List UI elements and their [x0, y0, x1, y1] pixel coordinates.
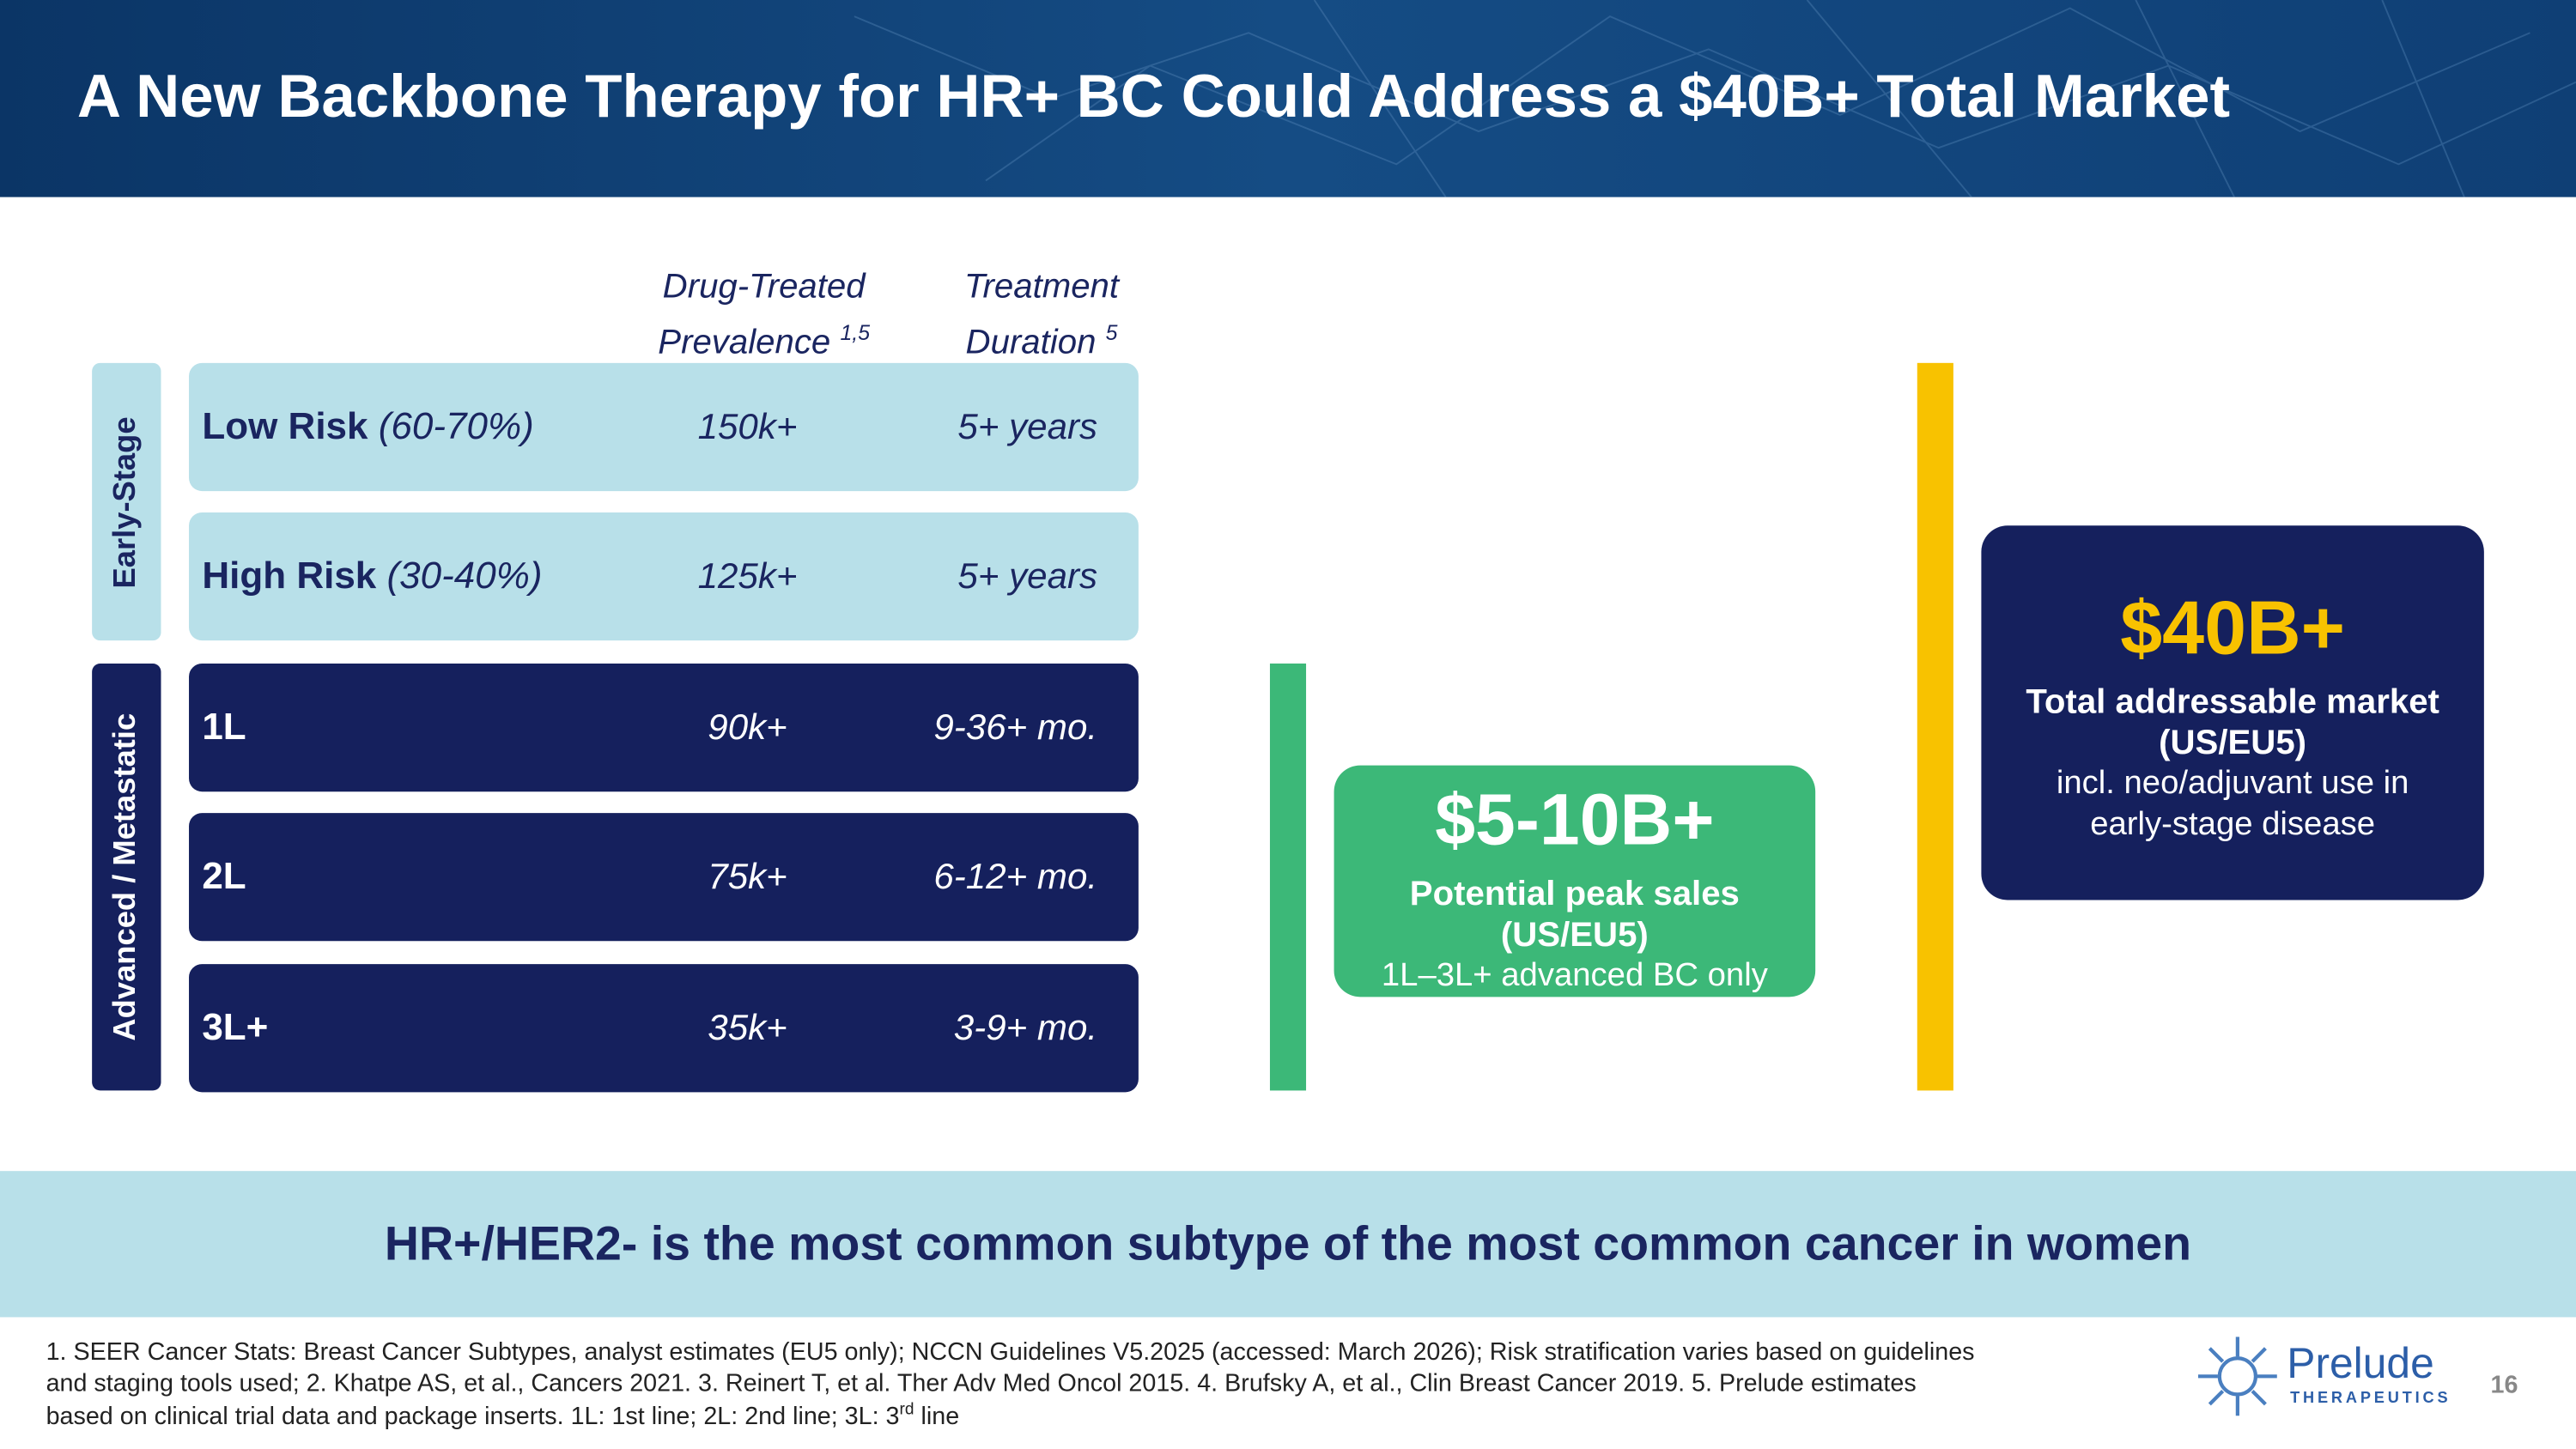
row-label: 3L+ [202, 1005, 268, 1050]
table-row: Low Risk (60-70%) 150k+ 5+ years [189, 362, 1139, 492]
row-label: 1L [202, 705, 246, 749]
duration: 5+ years [957, 555, 1098, 597]
column-header-line: Treatment [963, 267, 1120, 306]
superscript: 1,5 [840, 320, 871, 345]
callout-line: (US/EU5) [2159, 724, 2307, 762]
callout-value: $40B+ [2120, 585, 2346, 670]
callout-notes: incl. neo/adjuvant use in early-stage dis… [1981, 764, 2483, 846]
prevalence: 75k+ [708, 855, 787, 897]
footnote-text: line [914, 1402, 960, 1431]
duration: 5+ years [957, 405, 1098, 447]
group-label: Advanced / Metastatic [108, 712, 143, 1041]
callout: $5-10B+ Potential peak sales (US/EU5) 1L… [1334, 765, 1816, 997]
duration: 6-12+ mo. [933, 855, 1098, 897]
superscript: 5 [1105, 320, 1118, 345]
callout-note: early-stage disease [2090, 806, 2376, 843]
bracket-bar [1269, 663, 1307, 1091]
callout-value: $5-10B+ [1435, 779, 1715, 861]
prevalence: 90k+ [708, 706, 787, 748]
duration: 3-9+ mo. [953, 1006, 1098, 1048]
superscript: rd [899, 1401, 914, 1420]
table-row: High Risk (30-40%) 125k+ 5+ years [189, 512, 1139, 641]
header-pattern [854, 0, 2576, 197]
footnote: 1. SEER Cancer Stats: Breast Cancer Subt… [46, 1338, 1975, 1367]
column-header-line: Duration [965, 323, 1097, 361]
callout-note: incl. neo/adjuvant use in [2056, 765, 2409, 802]
banner: HR+/HER2- is the most common subtype of … [0, 1171, 2576, 1318]
row-name: 3L+ [202, 1004, 269, 1048]
prevalence: 150k+ [697, 405, 798, 447]
column-header: Drug-Treated Prevalence 1,5 [583, 264, 945, 367]
row-qualifier: (30-40%) [386, 553, 543, 597]
row-label: Low Risk (60-70%) [202, 404, 533, 449]
page-number: 16 [2490, 1371, 2518, 1400]
prevalence: 125k+ [697, 555, 798, 597]
group-label: Early-Stage [108, 415, 143, 588]
row-name: 1L [202, 704, 246, 748]
footnote-text: based on clinical trial data and package… [46, 1402, 900, 1431]
table-row: 2L 75k+ 6-12+ mo. [189, 813, 1139, 942]
row-name: 2L [202, 853, 246, 897]
column-header-line: Drug-Treated [662, 267, 866, 306]
logo-name: Prelude [2287, 1338, 2434, 1388]
header: A New Backbone Therapy for HR+ BC Could … [0, 0, 2576, 197]
logo-icon [2197, 1337, 2277, 1416]
column-header: Treatment Duration 5 [861, 264, 1223, 367]
group-label-box: Advanced / Metastatic [92, 663, 161, 1091]
column-header-line: Prevalence [658, 323, 831, 361]
callout-note: 1L–3L+ advanced BC only [1381, 957, 1768, 994]
title: A New Backbone Therapy for HR+ BC Could … [76, 62, 2231, 130]
table-row: 1L 90k+ 9-36+ mo. [189, 663, 1139, 792]
callout-notes: 1L–3L+ advanced BC only [1334, 956, 1816, 997]
row-qualifier: (60-70%) [378, 403, 534, 447]
row-name: Low Risk [202, 403, 368, 447]
banner-text: HR+/HER2- is the most common subtype of … [384, 1218, 2192, 1271]
group-label-box: Early-Stage [92, 362, 161, 641]
duration: 9-36+ mo. [933, 706, 1098, 748]
bracket-bar [1917, 362, 1953, 1091]
logo-tagline: THERAPEUTICS [2290, 1389, 2451, 1408]
row-name: High Risk [202, 553, 377, 597]
table-row: 3L+ 35k+ 3-9+ mo. [189, 964, 1139, 1093]
callout-line: Potential peak sales [1409, 875, 1740, 913]
prevalence: 35k+ [708, 1006, 787, 1048]
row-label: 2L [202, 854, 246, 899]
callout: $40B+ Total addressable market (US/EU5) … [1981, 525, 2484, 900]
callout-line: (US/EU5) [1500, 916, 1649, 955]
footnote: based on clinical trial data and package… [46, 1401, 960, 1430]
callout-line: Total addressable market [2026, 682, 2439, 721]
row-label: High Risk (30-40%) [202, 554, 542, 598]
footnote: and staging tools used; 2. Khatpe AS, et… [46, 1369, 1917, 1398]
